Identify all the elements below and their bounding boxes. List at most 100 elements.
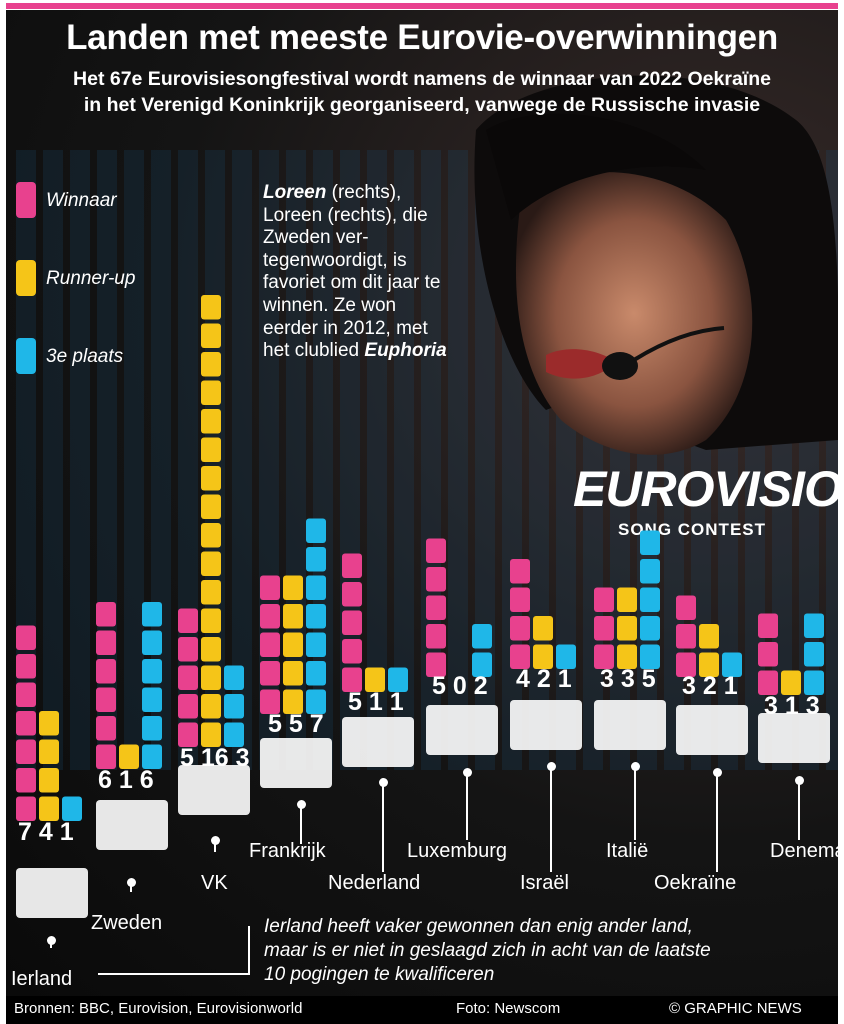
- loreen-blurb: Loreen (rechts), Loreen (rechts), die Zw…: [263, 182, 453, 363]
- flag-nederland: [342, 717, 414, 767]
- flag-israël: [510, 700, 582, 750]
- bar-block-runner-up-frankrijk: [283, 632, 303, 657]
- bar-block-winnaar-nederland: [342, 639, 362, 664]
- bar-block-winnaar-ierland: [16, 796, 36, 821]
- bar-block-winnaar-frankrijk: [260, 604, 280, 629]
- legend-swatch-third: [16, 338, 36, 374]
- bar-block-winnaar-luxemburg: [426, 595, 446, 620]
- bar-block-runner-up-vk: [201, 466, 221, 491]
- bar-block-winnaar-zweden: [96, 630, 116, 655]
- bar-block-winnaar-luxemburg: [426, 567, 446, 592]
- bar-block-runner-up-ierland: [39, 739, 59, 764]
- bar-block-winnaar-luxemburg: [426, 652, 446, 677]
- country-name-israël: Israël: [520, 872, 569, 894]
- bar-block-3e-plaats-vk: [224, 722, 244, 747]
- country-name-oekraïne: Oekraïne: [654, 872, 737, 894]
- bar-block-3e-plaats-vk: [224, 665, 244, 690]
- bar-block-winnaar-nederland: [342, 553, 362, 578]
- country-name-vk: VK: [201, 872, 228, 894]
- bar-block-runner-up-israël: [533, 644, 553, 669]
- subtitle-line-1: Het 67e Eurovisiesongfestival wordt name…: [73, 68, 771, 90]
- bar-block-winnaar-ierland: [16, 739, 36, 764]
- count-label-oekraïne: 3 2 1: [682, 672, 738, 700]
- background-column: [70, 150, 90, 770]
- flag-pole-italië: [634, 766, 636, 840]
- portrait-photo: [474, 75, 838, 455]
- bar-block-runner-up-israël: [533, 616, 553, 641]
- bar-block-3e-plaats-israël: [556, 644, 576, 669]
- bar-block-winnaar-zweden: [96, 659, 116, 684]
- bar-block-winnaar-vk: [178, 637, 198, 662]
- flag-vk: [178, 765, 250, 815]
- bar-block-runner-up-vk: [201, 665, 221, 690]
- bar-block-runner-up-oekraïne: [699, 624, 719, 649]
- bar-block-3e-plaats-vk: [224, 694, 244, 719]
- country-name-nederland: Nederland: [328, 872, 421, 894]
- flag-pole-dot-denemarken: [795, 776, 804, 785]
- bar-block-winnaar-luxemburg: [426, 538, 446, 563]
- flag-pole-israël: [550, 766, 552, 872]
- bar-block-winnaar-nederland: [342, 582, 362, 607]
- bar-block-3e-plaats-zweden: [142, 630, 162, 655]
- count-label-israël: 4 2 1: [516, 665, 572, 693]
- country-name-zweden: Zweden: [91, 912, 163, 934]
- legend-swatch-runner-up: [16, 260, 36, 296]
- note-line-3: 10 pogingen te kwalificeren: [264, 964, 495, 985]
- bar-block-winnaar-frankrijk: [260, 575, 280, 600]
- bar-block-runner-up-vk: [201, 608, 221, 633]
- bar-block-runner-up-vk: [201, 551, 221, 576]
- accent-bar: [6, 3, 838, 9]
- bar-block-winnaar-ierland: [16, 768, 36, 793]
- footer-photo-credit: Foto: Newscom: [456, 1000, 561, 1017]
- flag-denemarken: [758, 713, 830, 763]
- background-column: [16, 150, 36, 770]
- bar-block-runner-up-vk: [201, 580, 221, 605]
- bar-block-winnaar-italië: [594, 616, 614, 641]
- bar-block-winnaar-frankrijk: [260, 689, 280, 714]
- bar-block-3e-plaats-oekraïne: [722, 652, 742, 677]
- bar-block-3e-plaats-frankrijk: [306, 661, 326, 686]
- flag-pole-denemarken: [798, 780, 800, 840]
- bar-block-runner-up-vk: [201, 352, 221, 377]
- subtitle-line-2: in het Verenigd Koninkrijk georganiseerd…: [83, 94, 761, 116]
- bar-block-winnaar-luxemburg: [426, 624, 446, 649]
- bar-block-3e-plaats-denemarken: [804, 642, 824, 667]
- bar-block-winnaar-frankrijk: [260, 661, 280, 686]
- note-connector-vertical: [248, 926, 250, 975]
- background-column: [367, 150, 387, 770]
- bar-block-winnaar-zweden: [96, 602, 116, 627]
- bar-block-runner-up-vk: [201, 637, 221, 662]
- country-name-italië: Italië: [606, 840, 649, 862]
- flag-zweden: [96, 800, 168, 850]
- country-name-luxemburg: Luxemburg: [407, 840, 508, 862]
- bar-block-3e-plaats-nederland: [388, 667, 408, 692]
- bar-block-3e-plaats-frankrijk: [306, 547, 326, 572]
- bar-block-winnaar-ierland: [16, 654, 36, 679]
- bar-block-3e-plaats-zweden: [142, 659, 162, 684]
- bar-block-runner-up-vk: [201, 494, 221, 519]
- chart-stage: Landen met meeste Eurovie-overwinningen …: [6, 10, 838, 996]
- flag-luxemburg: [426, 705, 498, 755]
- footer-bar: Bronnen: BBC, Eurovision, Eurovisionworl…: [6, 996, 838, 1024]
- bar-block-winnaar-denemarken: [758, 613, 778, 638]
- bar-block-3e-plaats-luxemburg: [472, 652, 492, 677]
- flag-pole-dot-oekraïne: [713, 768, 722, 777]
- bar-block-3e-plaats-luxemburg: [472, 624, 492, 649]
- flag-italië: [594, 700, 666, 750]
- bar-block-runner-up-vk: [201, 409, 221, 434]
- bar-block-3e-plaats-frankrijk: [306, 518, 326, 543]
- background-column: [124, 150, 144, 770]
- bar-block-3e-plaats-zweden: [142, 716, 162, 741]
- bar-block-3e-plaats-italië: [640, 559, 660, 584]
- legend-label-winner: Winnaar: [46, 190, 117, 211]
- bar-block-winnaar-israël: [510, 616, 530, 641]
- flag-pole-dot-zweden: [127, 878, 136, 887]
- flag-oekraïne: [676, 705, 748, 755]
- bar-block-winnaar-denemarken: [758, 670, 778, 695]
- bar-block-winnaar-israël: [510, 644, 530, 669]
- bar-block-winnaar-zweden: [96, 744, 116, 769]
- country-name-frankrijk: Frankrijk: [249, 840, 326, 862]
- bar-block-runner-up-frankrijk: [283, 604, 303, 629]
